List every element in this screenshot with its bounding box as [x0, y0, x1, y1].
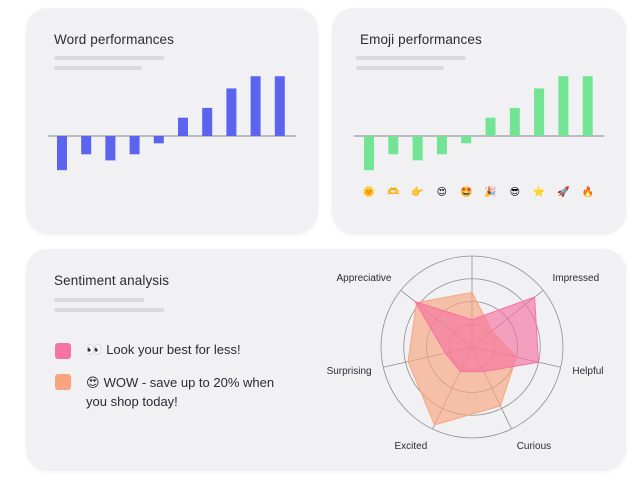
bar: [509, 107, 520, 136]
legend-swatch-pink: [55, 343, 71, 359]
emoji-tick-label: 😍: [437, 187, 447, 198]
emoji-performances-card: Emoji performances 🌞 🫶 👉 😍 🤩 🎉 😎 ⭐ 🚀 🔥: [332, 8, 626, 234]
bar: [153, 136, 164, 144]
bar: [436, 136, 447, 155]
radar-axis-label: Curious: [517, 441, 551, 452]
sentiment-radar-chart: UrgentImpressedHelpfulCuriousExcitedSurp…: [327, 255, 604, 452]
bar: [274, 76, 285, 136]
word-performances-chart: [48, 76, 296, 171]
bar: [461, 136, 472, 144]
bar: [485, 117, 496, 136]
legend-text-2-line2: you shop today!: [86, 394, 178, 409]
emoji-tick-label: 🎉: [484, 185, 496, 198]
legend-item-2: 😍 WOW - save up to 20% when you shop toda…: [86, 373, 306, 411]
emoji-tick-label: 🤩: [460, 186, 472, 198]
heart-eyes-emoji-icon: 😍: [86, 375, 100, 390]
legend-item-1: 👀 Look your best for less!: [86, 340, 306, 359]
skeleton-line: [356, 56, 466, 60]
emoji-tick-label: 👉: [411, 186, 424, 198]
bar: [534, 88, 545, 136]
emoji-tick-label: 🫶: [387, 187, 399, 198]
bar: [57, 136, 67, 171]
emoji-tick-label: 🌞: [363, 185, 376, 198]
radar-axis-label: Appreciative: [336, 273, 391, 284]
emoji-tick-label: 🚀: [557, 185, 570, 198]
bar: [178, 117, 188, 136]
emoji-tick-label: ⭐: [533, 185, 545, 198]
bar: [388, 136, 399, 155]
emoji-performances-title: Emoji performances: [360, 32, 482, 47]
legend-text-1: Look your best for less!: [106, 342, 241, 357]
bar: [129, 136, 140, 155]
bar: [226, 88, 237, 136]
skeleton-line: [54, 56, 164, 60]
skeleton-line: [54, 66, 142, 70]
bar: [202, 107, 213, 136]
skeleton-line: [54, 298, 144, 302]
legend-text-2-line1: WOW - save up to 20% when: [103, 375, 275, 390]
radar-series-area: [414, 296, 540, 373]
bar: [364, 136, 374, 171]
radar-axis-label: Excited: [395, 441, 428, 452]
emoji-performances-chart: 🌞 🫶 👉 😍 🤩 🎉 😎 ⭐ 🚀 🔥: [354, 76, 604, 198]
bar: [582, 76, 593, 136]
sentiment-analysis-card: Sentiment analysis 👀 Look your best for l…: [26, 249, 626, 471]
emoji-tick-label: 🔥: [581, 185, 593, 198]
bar: [81, 136, 92, 155]
eyes-emoji-icon: 👀: [86, 342, 103, 357]
emoji-tick-label: 😎: [510, 187, 520, 198]
bar: [105, 136, 116, 161]
legend-swatch-orange: [55, 374, 71, 390]
word-performances-card: Word performances: [26, 8, 318, 234]
bar: [412, 136, 423, 161]
radar-axis-label: Surprising: [327, 366, 372, 377]
skeleton-line: [54, 308, 164, 312]
word-performances-title: Word performances: [54, 32, 174, 47]
radar-axis-label: Impressed: [553, 273, 600, 284]
radar-axis-label: Helpful: [572, 366, 603, 377]
skeleton-line: [356, 66, 444, 70]
bar: [558, 76, 569, 136]
bar: [250, 76, 261, 136]
sentiment-analysis-title: Sentiment analysis: [54, 273, 170, 288]
